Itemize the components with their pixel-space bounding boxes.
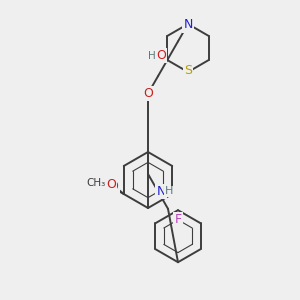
Text: O: O [143,87,153,100]
Text: O: O [106,178,116,190]
Text: methoxy: methoxy [90,186,97,188]
Text: methoxy: methoxy [94,186,101,188]
Text: O: O [103,181,112,194]
Text: O: O [156,49,166,62]
Text: O: O [109,181,118,194]
Text: H: H [165,186,173,197]
Text: N: N [156,185,166,198]
Text: F: F [174,213,182,226]
Text: CH₃: CH₃ [86,178,105,188]
Text: N: N [183,19,193,32]
Text: H: H [148,51,156,61]
Text: S: S [184,64,192,77]
